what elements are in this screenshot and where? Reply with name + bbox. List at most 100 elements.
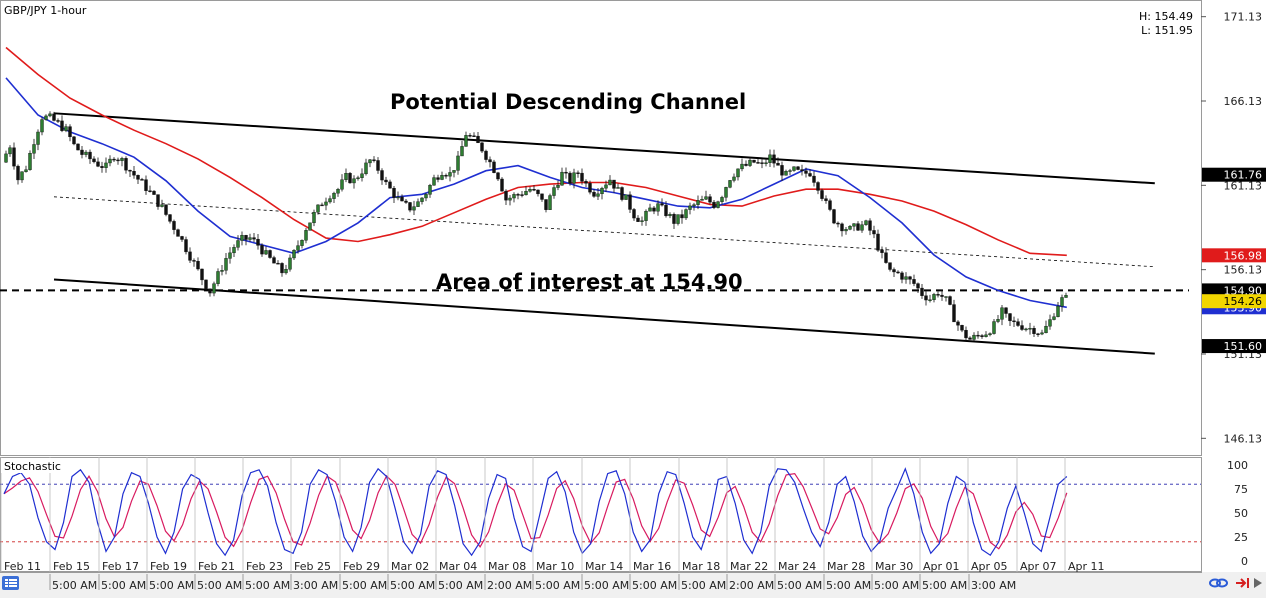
candle (248, 233, 252, 242)
candle (456, 150, 460, 175)
candle (164, 204, 168, 217)
date-label: Mar 28 (827, 560, 865, 573)
candle (52, 111, 56, 122)
candle (116, 157, 120, 165)
candle (472, 132, 476, 137)
candle (424, 192, 428, 202)
candle (600, 186, 604, 200)
candle (928, 294, 932, 303)
candle (128, 169, 132, 178)
date-label: Mar 10 (536, 560, 574, 573)
candle (504, 189, 508, 205)
time-label: 5:00 AM (826, 579, 871, 592)
candle (676, 214, 680, 226)
price-tick-label: 146.13 (1224, 432, 1263, 445)
candle (12, 142, 16, 170)
candle (228, 247, 232, 264)
candle (176, 228, 180, 237)
candle (408, 202, 412, 213)
candle (556, 180, 560, 191)
scroll-right-icon[interactable] (1254, 578, 1262, 588)
candle (804, 167, 808, 178)
stoch-tick-label: 50 (1234, 507, 1248, 520)
candle (572, 168, 576, 189)
candle (940, 289, 944, 301)
candle (712, 200, 716, 210)
candle (1016, 318, 1020, 327)
candle (1064, 292, 1068, 298)
stochastic-pane[interactable] (0, 457, 1202, 572)
time-label: 5:00 AM (438, 579, 483, 592)
candle (860, 220, 864, 233)
time-label: 5:00 AM (584, 579, 629, 592)
candle (908, 275, 912, 285)
candle (956, 320, 960, 331)
candle (460, 141, 464, 157)
candle (724, 186, 728, 202)
channel-mid-line[interactable] (53, 196, 1155, 268)
candle (132, 166, 136, 179)
candle (72, 136, 76, 146)
candle (280, 262, 284, 277)
date-label: Mar 02 (391, 560, 429, 573)
candle (1056, 302, 1060, 318)
candle (588, 180, 592, 195)
candle (84, 150, 88, 158)
candle (660, 198, 664, 207)
candle (836, 221, 840, 228)
price-tag-dark: 151.60 (1202, 339, 1266, 354)
stoch-d-line (3, 472, 1068, 550)
candle (1024, 327, 1028, 332)
candle (536, 189, 540, 197)
candle (980, 334, 984, 339)
candle (276, 260, 280, 265)
candle (784, 169, 788, 176)
candle (528, 186, 532, 193)
time-label: 5:00 AM (245, 579, 290, 592)
candle (516, 192, 520, 200)
candle (668, 212, 672, 219)
fast-moving-average (5, 77, 1067, 309)
candle (428, 183, 432, 198)
candle (976, 331, 980, 339)
stoch-tick-label: 75 (1234, 483, 1248, 496)
candle (856, 221, 860, 231)
candle (448, 166, 452, 182)
time-label: 2:00 AM (729, 579, 774, 592)
candle (272, 255, 276, 264)
candle (1032, 325, 1036, 337)
candle (1040, 329, 1044, 336)
candle (304, 227, 308, 244)
time-label: 5:00 AM (535, 579, 580, 592)
candle (548, 193, 552, 210)
channel-upper-line[interactable] (53, 112, 1155, 185)
price-tag-label: 154.26 (1224, 295, 1263, 308)
date-label: Feb 29 (343, 560, 380, 573)
candle (156, 194, 160, 210)
time-label: 5:00 AM (922, 579, 967, 592)
candle (552, 184, 556, 199)
jump-to-end-icon[interactable] (1236, 578, 1249, 588)
candle (412, 200, 416, 215)
candle (316, 204, 320, 215)
candle (624, 194, 628, 200)
menu-icon[interactable] (2, 576, 19, 590)
price-tick-label: 166.13 (1224, 95, 1263, 108)
date-label: Mar 16 (633, 560, 671, 573)
candle (488, 156, 492, 168)
candle (392, 185, 396, 204)
candle (188, 247, 192, 264)
channel-lower-line[interactable] (53, 278, 1155, 355)
price-tick-label: 156.13 (1224, 264, 1263, 277)
candle (296, 240, 300, 254)
candle (396, 191, 400, 201)
candle (764, 158, 768, 167)
link-icon[interactable] (1209, 578, 1228, 588)
candle (664, 201, 668, 218)
candle (464, 131, 468, 147)
candle (692, 202, 696, 211)
candle (808, 169, 812, 178)
candle (628, 191, 632, 214)
price-pane[interactable] (0, 0, 1202, 456)
date-label: Mar 24 (778, 560, 816, 573)
